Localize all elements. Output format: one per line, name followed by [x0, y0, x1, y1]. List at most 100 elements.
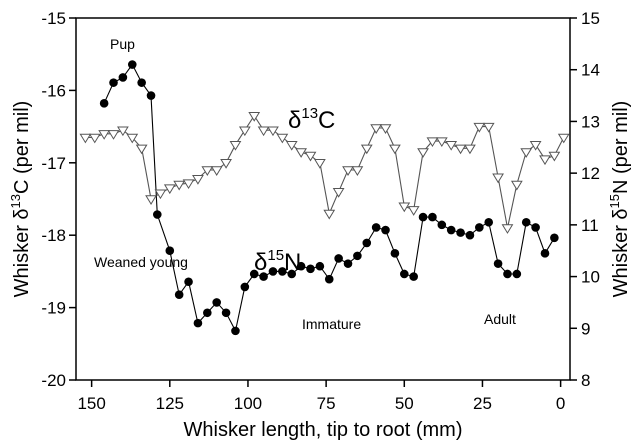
x-tick-label: 75	[317, 394, 336, 413]
d15n-point	[437, 220, 447, 230]
d15n-point	[503, 269, 512, 279]
d13c-point	[482, 122, 495, 133]
x-tick-label: 25	[473, 394, 492, 413]
d13c-point	[107, 130, 120, 140]
d15n-point	[418, 212, 428, 222]
d13c-point	[501, 224, 514, 234]
d13c-point	[295, 148, 308, 158]
d15n-point	[324, 274, 334, 284]
d13c-point	[182, 179, 195, 190]
d13c-point	[98, 130, 111, 140]
d13c-point	[267, 126, 279, 137]
d13c-point	[435, 137, 448, 148]
d15n-point	[109, 78, 118, 87]
d13c-point	[229, 140, 242, 151]
series-lines	[85, 63, 565, 333]
d15n-point	[334, 254, 343, 263]
d15n-point	[287, 269, 297, 279]
d13c-point	[163, 184, 176, 195]
d13c-point	[351, 166, 364, 177]
d15n-point	[278, 267, 287, 276]
d13c-point	[407, 206, 420, 216]
y-right-tick-label: 8	[581, 371, 590, 390]
y-axis-title-left-sup: 13	[8, 194, 23, 208]
d13c-point	[117, 126, 129, 137]
d13c-point	[539, 155, 551, 166]
d13c-point	[342, 166, 354, 177]
d13c-point	[445, 140, 458, 151]
series-label-d13c: δ13C	[288, 105, 335, 134]
annotation-immature: Immature	[302, 316, 361, 332]
x-axis-title: Whisker length, tip to root (mm)	[184, 419, 463, 441]
d13c-point	[238, 126, 251, 137]
d15n-point	[296, 261, 306, 271]
d15n-point	[456, 228, 465, 237]
d15n-point	[137, 78, 146, 87]
d15n-point	[390, 249, 400, 258]
d13c-point	[135, 144, 148, 155]
d15n-point	[371, 223, 381, 232]
y-left-tick-label: -18	[41, 226, 66, 245]
d15n-point	[212, 298, 221, 307]
d15n-point	[127, 60, 137, 69]
d13c-point	[323, 209, 336, 220]
d15n-point	[512, 269, 522, 279]
plot-frame	[75, 17, 571, 381]
y-axis-title-right: Whisker δ15N (per mil)	[607, 101, 632, 298]
annotation-weaned-young: Weaned young	[94, 254, 188, 270]
d15n-point	[315, 261, 325, 271]
series-label-d13c-delta: δ	[288, 107, 301, 134]
d13c-point	[304, 151, 317, 162]
d13c-point	[473, 122, 486, 133]
d15n-point	[221, 308, 231, 318]
d13c-point	[370, 124, 383, 135]
series-label-d13c-element: C	[318, 107, 335, 134]
x-tick-label: 150	[77, 394, 105, 413]
d13c-point	[173, 180, 186, 191]
d15n-point	[231, 326, 240, 336]
d13c-point	[154, 189, 167, 200]
d13c-point	[257, 126, 270, 137]
x-tick-label: 50	[395, 394, 414, 413]
d13c-point	[426, 137, 439, 148]
d13c-point	[520, 148, 533, 158]
y-right-tick-label: 11	[581, 216, 599, 235]
d15n-point	[399, 269, 409, 279]
d15n-point	[409, 272, 418, 281]
d13c-point	[332, 188, 345, 198]
d15n-point	[146, 91, 156, 100]
d13c-point	[276, 133, 289, 144]
series-label-d15n-element: N	[284, 249, 301, 276]
d15n-point	[306, 264, 315, 274]
y-left-tick-label: -16	[41, 81, 66, 100]
y-right-tick-label: 10	[581, 268, 600, 287]
d13c-point	[557, 133, 570, 144]
d13c-point	[389, 144, 401, 155]
y-right-tick-label: 13	[581, 112, 600, 131]
d13c-point	[379, 124, 392, 135]
d13c-point	[285, 140, 298, 151]
d15n-point	[484, 217, 494, 227]
y-left-tick-label: -19	[41, 299, 66, 318]
d13c-point	[192, 174, 204, 185]
d13c-point	[510, 180, 523, 191]
d13c-point	[398, 202, 411, 213]
ticks: 150 125 100 75 50 25 0 -15 -16 -17 -18 -19 -20 8 9 10 11…	[41, 9, 600, 413]
y-axis-title-right-sup: 15	[607, 194, 622, 208]
d13c-point	[79, 133, 92, 144]
d13c-point	[88, 133, 101, 144]
d15n-point	[249, 269, 259, 279]
d13c-point	[529, 140, 542, 151]
d15n-point	[540, 249, 550, 258]
d15n-point	[118, 73, 128, 82]
d13c-point	[417, 148, 429, 158]
d15n-point	[550, 233, 559, 243]
y-axis-title-right-prefix: Whisker δ	[610, 208, 632, 297]
y-right-tick-label: 12	[581, 164, 600, 183]
x-tick-label: 0	[556, 394, 565, 413]
y-axis-title-left-prefix: Whisker δ	[11, 208, 33, 297]
x-tick-label: 100	[234, 394, 262, 413]
d13c-point	[313, 159, 326, 169]
d15n-point	[240, 282, 250, 292]
